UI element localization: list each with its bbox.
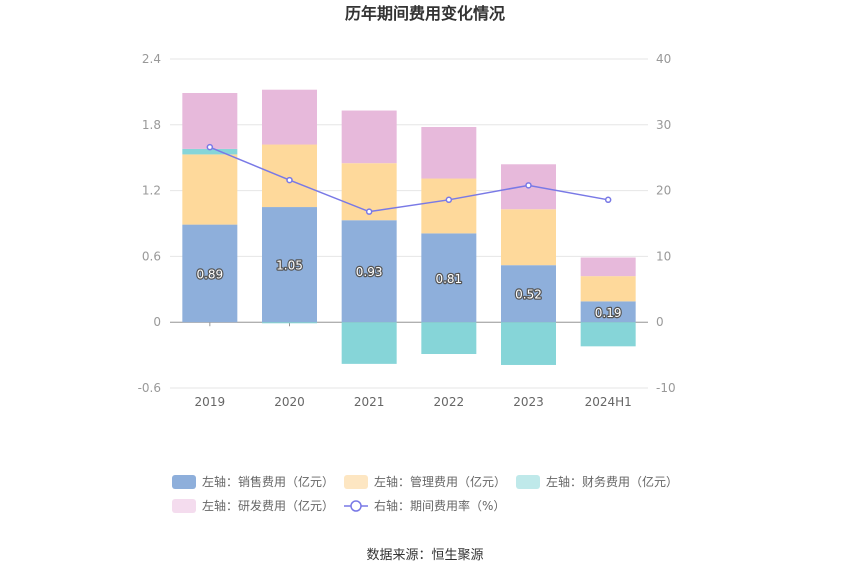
source-note: 数据来源：恒生聚源: [366, 548, 483, 563]
bar-segment-3: [341, 322, 397, 364]
bar-segment-1: [501, 265, 556, 323]
rate-line-point: [445, 196, 453, 204]
bar-value-label: 1.05: [276, 259, 303, 273]
bar-value-label: 0.89: [196, 267, 223, 281]
x-axis-tick-label: 2024H1: [585, 395, 632, 409]
left-axis-tick-label: -0.6: [138, 381, 161, 395]
x-axis-tick-label: 2023: [513, 395, 544, 409]
left-axis-tick-label: 2.4: [142, 52, 161, 66]
rate-line: [206, 143, 612, 215]
data-labels: 0.89 1.05 0.93 0.81 0.52 0.19: [195, 257, 622, 321]
rate-line-point: [365, 208, 373, 215]
legend-label: 左轴：财务费用（亿元）: [546, 474, 678, 489]
bars: [182, 89, 636, 365]
rate-line-path: [209, 146, 609, 213]
bar-segment-3: [182, 148, 238, 155]
x-axis-tick-label: 2020: [274, 395, 305, 409]
legend-swatch: [172, 499, 196, 513]
bar-segment-4: [341, 110, 397, 164]
left-axis-tick-label: 1.8: [142, 118, 161, 132]
bar-segment-2: [421, 178, 477, 234]
right-axis-tick-label: -10: [656, 381, 676, 395]
bar-value-label: 0.52: [515, 288, 542, 302]
right-axis-tick-label: 40: [656, 52, 671, 66]
legend-label: 右轴：期间费用率（%）: [374, 498, 505, 513]
bar-segment-1: [182, 224, 238, 323]
legend: 左轴：销售费用（亿元） 左轴：管理费用（亿元） 左轴：财务费用（亿元） 左轴：研发费用…: [172, 474, 678, 513]
x-axis-tick-label: 2019: [195, 395, 226, 409]
legend-label: 左轴：管理费用（亿元）: [374, 474, 506, 489]
bar-segment-4: [182, 92, 238, 149]
bar-segment-3: [262, 322, 317, 324]
axes: -0.6 0 0.6 1.2 1.8 2.4 -10 0 10 20 30 40 2019 2020 202…: [138, 52, 676, 409]
bar-segment-1: [262, 207, 317, 323]
rate-line-point: [286, 176, 293, 184]
right-axis-tick-label: 0: [656, 315, 664, 329]
bar-segment-2: [501, 209, 556, 266]
bar-segment-4: [580, 257, 636, 277]
bar-segment-1: [341, 220, 397, 323]
x-axis-tick-label: 2021: [354, 395, 385, 409]
legend-point-marker: [350, 500, 362, 512]
bar-segment-4: [262, 89, 317, 145]
bar-segment-2: [182, 154, 238, 225]
rate-line-point: [206, 143, 214, 151]
bar-value-label: 0.93: [356, 265, 383, 279]
bar-segment-3: [580, 322, 636, 347]
bar-value-label: 0.19: [595, 306, 622, 320]
legend-swatch: [516, 475, 540, 489]
bar-segment-2: [580, 276, 636, 302]
left-axis-tick-label: 0: [153, 315, 161, 329]
rate-line-point: [604, 196, 612, 204]
grid: [170, 58, 648, 389]
rate-line-point: [525, 182, 532, 189]
legend-swatch: [172, 475, 196, 489]
right-axis-tick-label: 30: [656, 118, 671, 132]
left-axis-tick-label: 1.2: [142, 184, 161, 198]
bar-value-label: 0.81: [435, 272, 462, 286]
bar-segment-1: [421, 233, 477, 323]
right-axis-tick-label: 20: [656, 184, 671, 198]
legend-swatch: [344, 475, 368, 489]
bar-segment-3: [421, 322, 477, 355]
legend-label: 左轴：研发费用（亿元）: [202, 498, 334, 513]
bar-segment-2: [262, 144, 317, 208]
left-axis-tick-label: 0.6: [142, 249, 161, 263]
right-axis-tick-label: 10: [656, 249, 671, 263]
bar-segment-3: [501, 322, 556, 365]
legend-label: 左轴：销售费用（亿元）: [202, 474, 334, 489]
bar-segment-4: [421, 126, 477, 179]
x-axis-tick-label: 2022: [434, 395, 465, 409]
bar-segment-1: [580, 301, 636, 323]
chart-title: 历年期间费用变化情况: [345, 4, 505, 23]
